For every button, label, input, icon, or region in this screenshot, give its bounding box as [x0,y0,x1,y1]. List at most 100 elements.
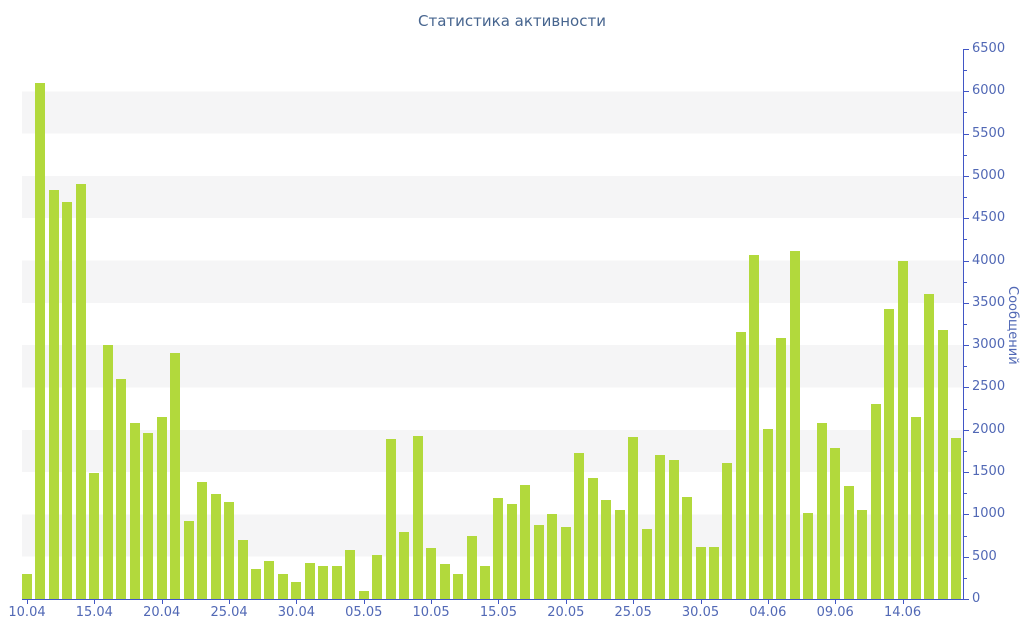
bar-29.04[interactable] [277,573,288,599]
y-tick-label: 1000 [972,506,1006,522]
y-tick [963,324,967,325]
bar-08.06[interactable] [816,423,827,599]
bar-03.06[interactable] [749,254,760,599]
bar-26.04[interactable] [237,539,248,599]
bar-10.06[interactable] [843,486,854,599]
x-tick-label: 10.05 [412,605,450,620]
y-tick-label: 2000 [972,421,1006,437]
bar-22.05[interactable] [587,478,598,599]
y-tick [963,218,969,220]
bar-19.04[interactable] [143,433,154,599]
y-tick-label: 3000 [972,337,1006,353]
bar-13.06[interactable] [884,308,895,599]
y-tick-label: 5500 [972,125,1006,141]
y-tick [963,302,969,304]
bar-17.05[interactable] [520,484,531,599]
bar-13.05[interactable] [466,536,477,599]
bar-10.04[interactable] [22,574,32,599]
bar-17.04[interactable] [116,379,127,599]
bar-05.06[interactable] [776,338,787,599]
bar-26.05[interactable] [641,528,652,599]
bar-15.05[interactable] [493,498,504,599]
y-tick [963,577,967,579]
bar-06.05[interactable] [372,555,383,599]
y-tick [963,239,967,241]
bar-16.05[interactable] [506,504,517,599]
bar-12.04[interactable] [48,190,59,599]
bar-07.06[interactable] [803,512,814,599]
bar-12.06[interactable] [870,403,881,599]
y-tick [963,49,969,50]
bar-05.05[interactable] [358,591,369,599]
bar-13.04[interactable] [62,202,73,599]
y-tick [963,472,969,474]
bar-18.06[interactable] [951,438,962,599]
bar-23.05[interactable] [601,500,612,599]
y-axis-title: Сообщений [1005,286,1020,365]
bar-15.06[interactable] [911,417,922,599]
bar-02.06[interactable] [735,332,746,599]
x-axis-line [22,599,964,600]
bar-27.04[interactable] [250,569,261,599]
bar-18.05[interactable] [533,524,544,599]
bar-11.04[interactable] [35,82,46,599]
bar-09.06[interactable] [830,447,841,599]
bar-01.06[interactable] [722,462,733,599]
bar-24.05[interactable] [614,510,625,599]
bar-14.05[interactable] [479,566,490,599]
bar-18.04[interactable] [129,423,140,599]
bar-21.05[interactable] [574,453,585,599]
bar-16.04[interactable] [102,345,113,599]
bar-29.05[interactable] [682,496,693,599]
y-tick [963,599,969,600]
y-tick-label: 6000 [972,83,1006,99]
bar-12.05[interactable] [453,574,464,599]
bar-14.04[interactable] [75,184,86,599]
bar-25.05[interactable] [628,436,639,599]
bar-30.04[interactable] [291,582,302,599]
bar-07.05[interactable] [385,439,396,599]
bar-21.04[interactable] [170,352,181,599]
x-tick [565,599,567,604]
bar-08.05[interactable] [399,532,410,599]
bar-25.04[interactable] [224,501,235,599]
x-tick-label: 09.06 [816,605,854,620]
bar-06.06[interactable] [789,251,800,599]
x-tick [633,599,635,604]
bar-28.04[interactable] [264,560,275,599]
bar-24.04[interactable] [210,494,221,599]
x-tick [498,599,500,604]
bar-11.06[interactable] [857,510,868,599]
bar-23.04[interactable] [197,482,208,599]
x-tick-label: 30.04 [277,605,315,620]
bar-03.05[interactable] [331,566,342,599]
bar-17.06[interactable] [937,329,948,599]
bar-04.06[interactable] [762,428,773,599]
bar-01.05[interactable] [304,563,315,599]
y-tick-label: 4000 [972,252,1006,268]
x-tick-label: 25.05 [614,605,652,620]
y-tick [963,514,969,516]
bar-31.05[interactable] [708,547,719,599]
bar-20.05[interactable] [560,527,571,599]
bar-10.05[interactable] [426,548,437,599]
y-tick [963,91,969,93]
bar-11.05[interactable] [439,564,450,599]
plot-area [22,49,963,599]
bar-30.05[interactable] [695,546,706,599]
bar-27.05[interactable] [655,455,666,599]
bar-04.05[interactable] [345,549,356,599]
bar-20.04[interactable] [156,417,167,599]
y-tick [963,133,969,135]
bar-22.04[interactable] [183,521,194,599]
y-tick-label: 500 [972,548,997,564]
bar-19.05[interactable] [547,514,558,599]
bar-14.06[interactable] [897,260,908,599]
bar-15.04[interactable] [89,472,100,599]
y-tick [963,345,969,347]
bar-02.05[interactable] [318,566,329,599]
bar-16.06[interactable] [924,294,935,599]
bar-09.05[interactable] [412,435,423,599]
bar-28.05[interactable] [668,460,679,599]
